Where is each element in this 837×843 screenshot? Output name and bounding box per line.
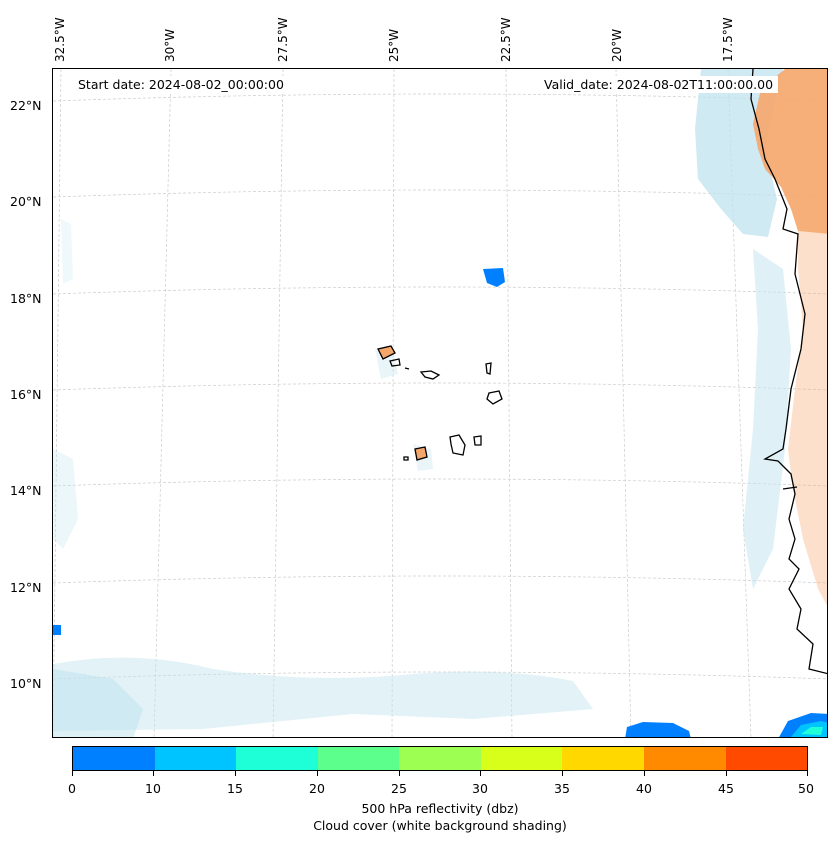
- island-sao-nicolau: [419, 370, 441, 380]
- cloud-patch-east-coast: [743, 249, 791, 589]
- cb-tick-10: [153, 771, 154, 776]
- colorbar-bin-45-50: [725, 747, 808, 770]
- cb-ticklabel-35: 35: [554, 781, 570, 796]
- coastlines: [377, 69, 827, 675]
- island-sao-vicente: [389, 358, 401, 367]
- cb-tick-35: [562, 771, 563, 776]
- cb-ticklabel-30: 30: [472, 781, 488, 796]
- land-shading: [378, 69, 827, 606]
- map-panel: [52, 68, 828, 738]
- cb-tick-40: [644, 771, 645, 776]
- cb-ticklabel-0: 0: [68, 781, 76, 796]
- cb-tick-45: [726, 771, 727, 776]
- lat-label-14n: 14°N: [10, 483, 42, 498]
- parallel-16n: [53, 382, 827, 391]
- cloud-patch-southwest: [53, 669, 143, 737]
- lat-label-16n: 16°N: [10, 387, 42, 402]
- lat-label-10n: 10°N: [10, 676, 42, 691]
- land-senegal-coast: [788, 231, 827, 606]
- cb-tick-0: [72, 771, 73, 776]
- cloud-band-south: [53, 657, 593, 731]
- colorbar: [72, 746, 808, 771]
- meridian-25w: [391, 69, 395, 737]
- lat-label-18n: 18°N: [10, 291, 42, 306]
- cb-tick-30: [480, 771, 481, 776]
- lon-label-27-5w: 27.5°W: [276, 17, 290, 62]
- cb-ticklabel-45: 45: [718, 781, 734, 796]
- lon-label-17-5w: 17.5°W: [721, 17, 735, 62]
- meridian-22-5w: [505, 69, 513, 737]
- island-brava-outline: [403, 456, 409, 461]
- echo-west-edge: [53, 625, 61, 635]
- parallel-18n: [53, 286, 827, 295]
- island-boa-vista: [486, 390, 503, 405]
- cb-ticklabel-40: 40: [636, 781, 652, 796]
- echo-south: [625, 722, 691, 737]
- colorbar-bin-0-10: [73, 747, 155, 770]
- colorbar-bin-10-15: [154, 747, 237, 770]
- island-maio: [473, 435, 482, 446]
- colorbar-bin-30-35: [480, 747, 563, 770]
- meridian-32-5w: [53, 69, 62, 737]
- island-fogo: [414, 446, 428, 461]
- coast-africa: [750, 69, 827, 675]
- lon-label-32-5w: 32.5°W: [53, 17, 67, 62]
- land-mauritania: [753, 69, 827, 234]
- start-date-label: Start date: 2024-08-02_00:00:00: [73, 76, 289, 93]
- colorbar-bin-20-25: [317, 747, 400, 770]
- colorbar-bin-40-45: [643, 747, 726, 770]
- colorbar-subtitle: Cloud cover (white background shading): [313, 818, 567, 833]
- lat-label-22n: 22°N: [10, 98, 42, 113]
- cb-tick-20: [317, 771, 318, 776]
- island-santa-luzia: [404, 367, 410, 370]
- map-canvas: [53, 69, 827, 737]
- meridian-20w: [615, 69, 632, 737]
- valid-date-label: Valid_date: 2024-08-02T11:00:00.00: [539, 76, 779, 93]
- lat-label-20n: 20°N: [10, 194, 42, 209]
- lon-label-20w: 20°W: [610, 28, 624, 62]
- parallel-14n: [53, 478, 827, 487]
- reflectivity-echoes: [53, 268, 827, 737]
- cloud-patch-west-upper: [61, 219, 73, 284]
- island-santo-antao: [378, 346, 395, 359]
- lon-label-25w: 25°W: [387, 28, 401, 62]
- cb-ticklabel-10: 10: [145, 781, 161, 796]
- meridian-30w: [153, 69, 172, 737]
- cloud-cover: [53, 69, 791, 737]
- cb-ticklabel-25: 25: [391, 781, 407, 796]
- parallel-12n: [53, 575, 827, 584]
- cb-ticklabel-20: 20: [309, 781, 325, 796]
- cb-tick-15: [235, 771, 236, 776]
- island-brava: [415, 447, 427, 460]
- colorbar-title: 500 hPa reflectivity (dbz): [361, 801, 519, 816]
- meridian-27-5w: [272, 69, 284, 737]
- cb-ticklabel-50: 50: [798, 781, 814, 796]
- echo-north: [483, 268, 505, 287]
- lon-label-22-5w: 22.5°W: [499, 17, 513, 62]
- colorbar-bin-15-20: [236, 747, 318, 770]
- island-sal: [485, 362, 492, 375]
- island-santiago: [449, 434, 466, 456]
- island-santo-antao-outline: [377, 345, 396, 360]
- lon-label-30w: 30°W: [163, 28, 177, 62]
- cloud-patch-islands: [375, 349, 398, 379]
- lat-label-12n: 12°N: [10, 580, 42, 595]
- coast-gambia: [782, 486, 798, 490]
- echo-southeast-peak: [801, 727, 823, 735]
- cb-tick-50: [807, 771, 808, 776]
- cb-ticklabel-15: 15: [227, 781, 243, 796]
- colorbar-bin-35-40: [562, 747, 644, 770]
- parallel-10n: [53, 671, 827, 680]
- colorbar-bin-25-30: [399, 747, 481, 770]
- cb-tick-25: [399, 771, 400, 776]
- cloud-patch-west: [53, 449, 78, 549]
